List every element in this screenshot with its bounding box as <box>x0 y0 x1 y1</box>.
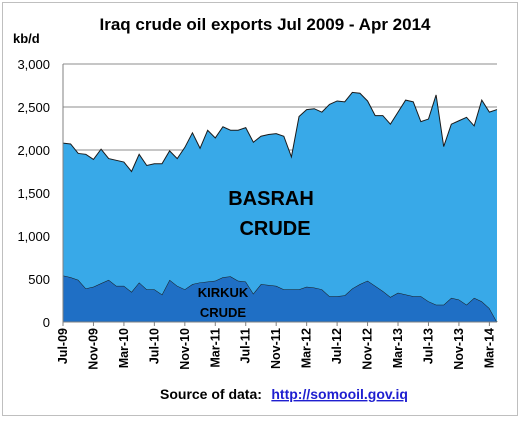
y-axis-unit-label: kb/d <box>13 31 40 46</box>
basrah-label: BASRAH <box>228 188 314 210</box>
chart-frame: Iraq crude oil exports Jul 2009 - Apr 20… <box>2 2 518 416</box>
kirkuk-label: KIRKUK <box>198 285 249 300</box>
y-tick-label: 1,500 <box>17 186 50 201</box>
chart-title: Iraq crude oil exports Jul 2009 - Apr 20… <box>99 15 431 34</box>
source-prefix: Source of data: <box>160 386 262 402</box>
x-axis-ticks: Jul-09 Nov-09 Mar-10 Jul-10 Nov-10 Mar-11 Jul-… <box>56 328 496 370</box>
kirkuk-crude-label: CRUDE <box>200 305 247 320</box>
area-kirkuk-crude <box>63 275 497 322</box>
x-tick-label: Jul-12 <box>330 328 344 364</box>
x-tick-label: Mar-10 <box>117 328 131 368</box>
y-tick-label: 2,500 <box>17 100 50 115</box>
source-link[interactable]: http://somooil.gov.iq <box>271 386 408 402</box>
y-axis-ticks: 0 500 1,000 1,500 2,000 2,500 3,000 <box>17 57 50 330</box>
x-tick-label: Nov-11 <box>269 328 283 369</box>
area-basrah-crude <box>63 92 497 322</box>
x-tick-label: Mar-12 <box>300 328 314 368</box>
axes <box>62 64 497 326</box>
x-tick-label: Mar-14 <box>482 328 496 368</box>
x-tick-label: Jul-10 <box>147 328 161 364</box>
source-line: Source of data: http://somooil.gov.iq <box>160 386 408 403</box>
y-tick-label: 500 <box>28 272 50 287</box>
x-tick-label: Nov-13 <box>452 328 466 370</box>
y-tick-label: 1,000 <box>17 229 50 244</box>
basrah-crude-label: CRUDE <box>239 218 310 240</box>
x-tick-label: Nov-12 <box>361 328 375 370</box>
x-tick-label: Nov-09 <box>86 328 100 370</box>
x-tick-label: Mar-11 <box>208 328 222 368</box>
chart: Iraq crude oil exports Jul 2009 - Apr 20… <box>13 15 498 403</box>
y-tick-label: 2,000 <box>17 143 50 158</box>
x-tick-label: Jul-11 <box>239 328 253 363</box>
series-outline <box>62 91 498 173</box>
y-tick-label: 3,000 <box>17 57 50 72</box>
area-series <box>62 91 498 323</box>
x-tick-label: Jul-13 <box>421 328 435 364</box>
x-tick-label: Jul-09 <box>56 328 70 364</box>
x-tick-label: Nov-10 <box>178 328 192 370</box>
y-tick-label: 0 <box>43 315 50 330</box>
x-tick-label: Mar-13 <box>391 328 405 368</box>
